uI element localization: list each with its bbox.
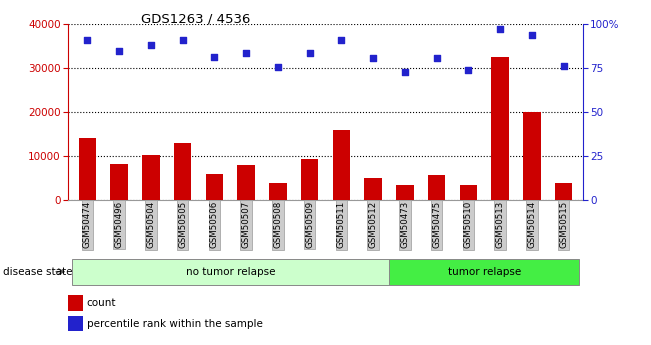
- Bar: [333, 130, 350, 200]
- Point: [336, 37, 346, 42]
- Bar: [492, 57, 509, 200]
- Point: [114, 48, 124, 53]
- Point: [178, 37, 188, 42]
- Text: percentile rank within the sample: percentile rank within the sample: [87, 319, 262, 329]
- Text: GSM50496: GSM50496: [115, 201, 124, 248]
- Bar: [555, 183, 572, 200]
- Bar: [428, 175, 445, 200]
- Bar: [111, 164, 128, 200]
- Point: [527, 32, 537, 38]
- Bar: [301, 159, 318, 200]
- Text: tumor relapse: tumor relapse: [448, 267, 521, 277]
- Text: GDS1263 / 4536: GDS1263 / 4536: [141, 12, 250, 25]
- Point: [146, 42, 156, 48]
- Point: [432, 56, 442, 61]
- Text: GSM50514: GSM50514: [527, 201, 536, 248]
- Point: [559, 63, 569, 69]
- Text: GSM50474: GSM50474: [83, 201, 92, 248]
- Point: [368, 56, 378, 61]
- Bar: [396, 185, 413, 200]
- Bar: [365, 178, 382, 200]
- Bar: [142, 155, 159, 200]
- Text: GSM50509: GSM50509: [305, 201, 314, 248]
- Text: GSM50507: GSM50507: [242, 201, 251, 248]
- Bar: [72, 259, 389, 285]
- Bar: [389, 259, 579, 285]
- Text: count: count: [87, 298, 116, 308]
- Text: GSM50508: GSM50508: [273, 201, 283, 248]
- Text: GSM50504: GSM50504: [146, 201, 156, 248]
- Text: GSM50513: GSM50513: [495, 201, 505, 248]
- Text: GSM50473: GSM50473: [400, 201, 409, 248]
- Text: GSM50511: GSM50511: [337, 201, 346, 248]
- Point: [82, 37, 92, 42]
- Bar: [174, 143, 191, 200]
- Point: [209, 54, 219, 59]
- Bar: [238, 165, 255, 200]
- Bar: [460, 185, 477, 200]
- Bar: [206, 174, 223, 200]
- Point: [241, 50, 251, 56]
- Bar: [523, 112, 540, 200]
- Text: disease state: disease state: [3, 267, 73, 277]
- Text: GSM50510: GSM50510: [464, 201, 473, 248]
- Bar: [269, 183, 286, 200]
- Text: no tumor relapse: no tumor relapse: [186, 267, 275, 277]
- Point: [305, 50, 315, 56]
- Point: [400, 69, 410, 75]
- Text: GSM50505: GSM50505: [178, 201, 187, 248]
- Point: [495, 26, 505, 31]
- Point: [463, 68, 473, 73]
- Bar: [79, 138, 96, 200]
- Text: GSM50512: GSM50512: [368, 201, 378, 248]
- Text: GSM50515: GSM50515: [559, 201, 568, 248]
- Point: [273, 65, 283, 70]
- Text: GSM50506: GSM50506: [210, 201, 219, 248]
- Text: GSM50475: GSM50475: [432, 201, 441, 248]
